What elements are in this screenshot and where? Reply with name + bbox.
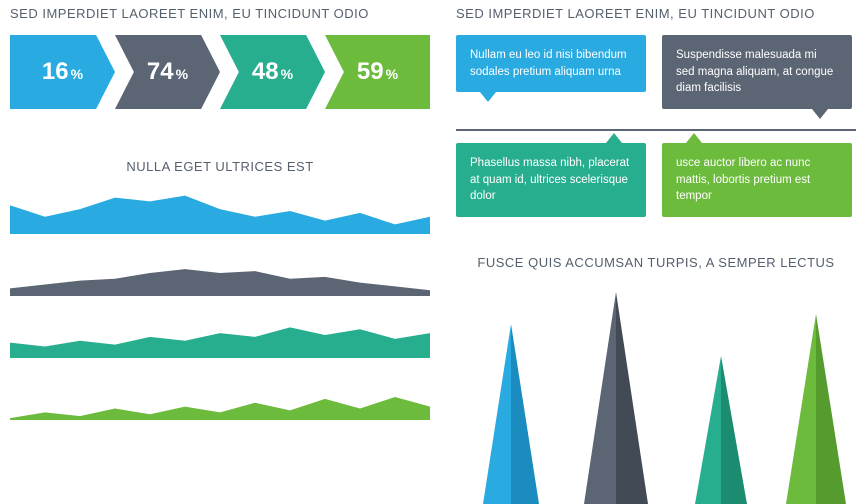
speech-bubble: Suspendisse malesuada mi sed magna aliqu… [662,35,852,109]
left-title-2: NULLA EGET ULTRICES EST [10,159,430,174]
arrow-value: 74% [147,58,188,86]
speech-bubble: Phasellus massa nibh, placerat at quam i… [456,143,646,217]
sparkline [10,250,430,298]
sparkline [10,374,430,422]
arrow-segment: 59% [325,35,430,109]
spike-face-light [584,292,616,504]
spike-face-light [695,356,721,504]
sparkline-group [10,188,430,422]
timeline-divider [456,129,856,131]
percent-sign: % [386,66,398,82]
arrow-percent-row: 16% 74% 48% 59% [10,35,430,109]
bubble-tail-icon [686,133,702,143]
arrow-segment: 16% [10,35,115,109]
arrow-value: 16% [42,58,83,86]
spike-face-light [786,314,816,504]
arrow-value: 48% [252,58,293,86]
arrow-segment: 48% [220,35,325,109]
bubble-tail-icon [480,92,496,102]
sparkline [10,312,430,360]
left-title-1: SED IMPERDIET LAOREET ENIM, EU TINCIDUNT… [10,6,430,21]
spike-face-dark [616,292,648,504]
spike-face-dark [816,314,846,504]
sparkline [10,188,430,236]
percent-sign: % [176,66,188,82]
right-title-1: SED IMPERDIET LAOREET ENIM, EU TINCIDUNT… [456,6,856,21]
spike-chart [456,284,856,504]
percent-sign: % [281,66,293,82]
spike-face-dark [511,324,539,504]
spike-face-dark [721,356,747,504]
speech-bubble-group: Nullam eu leo id nisi bibendum sodales p… [456,35,856,235]
bubble-tail-icon [812,109,828,119]
arrow-value: 59% [357,58,398,86]
speech-bubble: Nullam eu leo id nisi bibendum sodales p… [456,35,646,92]
right-title-2: FUSCE QUIS ACCUMSAN TURPIS, A SEMPER LEC… [456,255,856,270]
speech-bubble: usce auctor libero ac nunc mattis, lobor… [662,143,852,217]
percent-sign: % [71,66,83,82]
spike-face-light [483,324,511,504]
arrow-segment: 74% [115,35,220,109]
bubble-tail-icon [606,133,622,143]
